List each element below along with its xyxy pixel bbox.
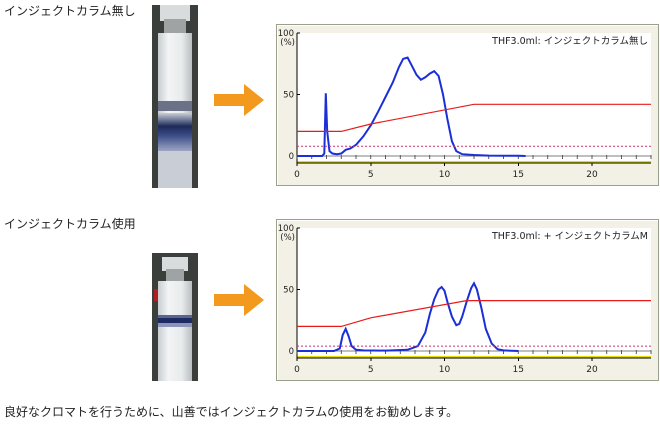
column-photo-without-icon: [152, 5, 198, 188]
plot-area: [297, 33, 651, 163]
y-tick-label: 50: [283, 286, 294, 296]
column-photo-with-icon: [152, 253, 198, 381]
y-tick-label: 100: [278, 29, 294, 39]
y-axis-unit-label: (%): [280, 233, 295, 243]
uv-trace-series: [297, 56, 526, 157]
uv-trace-series: [297, 281, 519, 352]
chromatogram-chart-without: 100 50 0 (%) 0 5 10 15 20 THF3.0ml: インジェクトカラム無し: [278, 29, 652, 180]
y-axis-unit-label: (%): [280, 38, 295, 48]
orange-right-arrow-icon: [214, 84, 264, 116]
gradient-series: [297, 299, 651, 328]
plot-area: [297, 228, 651, 358]
chart-title: THF3.0ml: インジェクトカラム無し: [491, 35, 648, 47]
chromatogram-panel-without: 100 50 0 (%) 0 5 10 15 20 THF3.0ml: インジェクトカラム無し: [276, 24, 659, 186]
x-tick-label: 15: [513, 170, 524, 180]
footer-note: 良好なクロマトを行うために、山善ではインジェクトカラムの使用をお勧めします。: [4, 405, 459, 419]
heading-without-inject-column: インジェクトカラム無し: [4, 4, 136, 18]
chart-title: THF3.0ml: + インジェクトカラムM: [491, 231, 648, 242]
y-tick-label: 0: [289, 152, 294, 162]
orange-right-arrow-icon: [214, 284, 264, 316]
gradient-series: [297, 103, 651, 133]
heading-with-inject-column: インジェクトカラム使用: [4, 217, 136, 231]
x-tick-label: 5: [368, 170, 374, 180]
x-tick-label: 0: [294, 365, 300, 375]
x-tick-label: 20: [586, 365, 598, 375]
x-tick-label: 15: [513, 365, 524, 375]
chromatogram-chart-with: 100 50 0 (%) 0 5 10 15 20 THF3.0ml: + インジェクトカラムM: [278, 224, 652, 375]
chromatogram-panel-with: 100 50 0 (%) 0 5 10 15 20 THF3.0ml: + インジェクトカラムM: [276, 219, 659, 381]
x-tick-label: 20: [586, 170, 598, 180]
x-tick-label: 10: [439, 365, 451, 375]
y-tick-label: 0: [289, 347, 294, 357]
x-tick-label: 10: [439, 170, 451, 180]
x-tick-label: 0: [294, 170, 300, 180]
y-tick-label: 50: [283, 91, 294, 101]
x-tick-label: 5: [368, 365, 374, 375]
y-tick-label: 100: [278, 224, 294, 234]
